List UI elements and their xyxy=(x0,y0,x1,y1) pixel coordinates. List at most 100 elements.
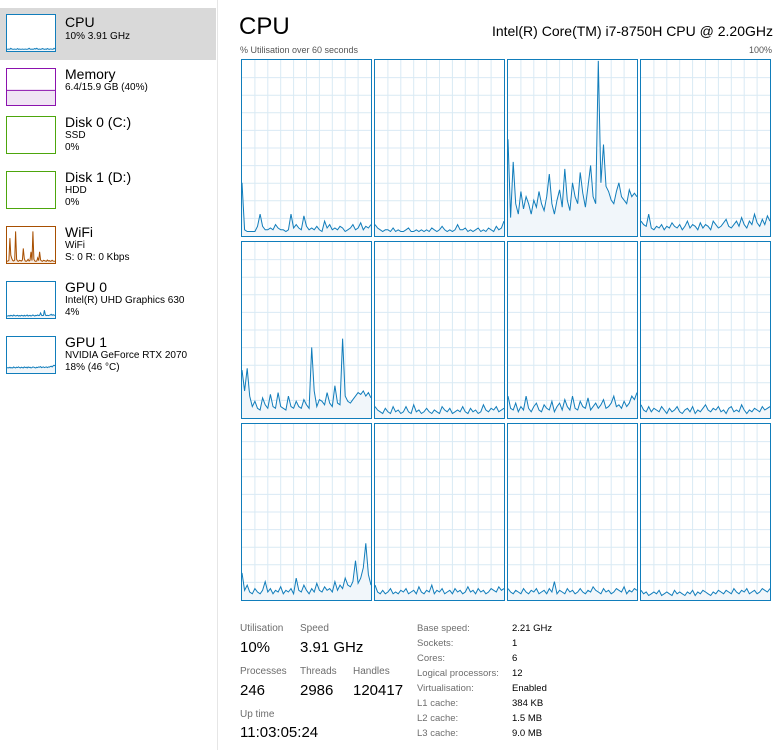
graph-line xyxy=(375,583,504,595)
sidebar-item-subtitle: NVIDIA GeForce RTX 2070 xyxy=(65,350,188,361)
graph-area xyxy=(508,61,637,236)
graph-line xyxy=(7,310,55,317)
handles-value: 120417 xyxy=(353,682,404,699)
logical-processor-graph[interactable] xyxy=(374,59,505,237)
detail-value: 1 xyxy=(512,638,518,649)
sidebar-item-memory[interactable]: Memory 6.4/15.9 GB (40%) xyxy=(0,62,216,114)
sidebar-item-subtitle: SSD xyxy=(65,130,86,141)
graph-line xyxy=(375,220,504,233)
threads-label: Threads xyxy=(300,666,337,677)
sidebar-item-subtitle: S: 0 R: 0 Kbps xyxy=(65,252,130,263)
logical-processor-graph[interactable] xyxy=(374,241,505,419)
page-title: CPU xyxy=(239,13,290,40)
sidebar-item-subtitle: HDD xyxy=(65,185,87,196)
detail-label: Base speed: xyxy=(417,623,470,634)
graph-line xyxy=(242,182,371,233)
graph-line xyxy=(375,403,504,415)
uptime-label: Up time xyxy=(240,709,275,720)
logical-processor-graph[interactable] xyxy=(640,423,771,601)
sidebar-item-gpu-0[interactable]: GPU 0 Intel(R) UHD Graphics 630 4% xyxy=(0,275,216,327)
disk-0-thumbnail-graph xyxy=(6,116,56,154)
graph-area xyxy=(508,392,637,418)
sidebar-item-title: WiFi xyxy=(65,224,93,240)
detail-value: 2.21 GHz xyxy=(512,623,553,634)
graph-area xyxy=(242,338,371,418)
graph-area xyxy=(641,404,770,418)
cpu-performance-panel: CPU Intel(R) Core(TM) i7-8750H CPU @ 2.2… xyxy=(218,0,779,750)
detail-value: 384 KB xyxy=(512,698,544,709)
graph-area xyxy=(375,404,504,418)
detail-value: Enabled xyxy=(512,683,547,694)
sidebar-item-disk-0[interactable]: Disk 0 (C:) SSD 0% xyxy=(0,110,216,162)
utilisation-label: Utilisation xyxy=(240,623,284,634)
logical-processor-graph[interactable] xyxy=(507,241,638,419)
graph-caption: % Utilisation over 60 seconds xyxy=(240,45,359,55)
graph-area xyxy=(641,588,770,600)
graph-line xyxy=(508,581,637,595)
logical-processor-graph[interactable] xyxy=(640,241,771,419)
sidebar-item-subtitle: WiFi xyxy=(65,240,85,251)
disk-1-thumbnail-graph xyxy=(6,171,56,209)
logical-processor-graph[interactable] xyxy=(374,423,505,601)
detail-value: 6 xyxy=(512,653,518,664)
sidebar-item-title: Memory xyxy=(65,66,116,82)
sidebar-item-subtitle: Intel(R) UHD Graphics 630 xyxy=(65,295,185,306)
sidebar-item-subtitle: 0% xyxy=(65,142,80,153)
gpu-0-thumbnail-graph xyxy=(6,281,56,319)
sidebar-item-subtitle: 0% xyxy=(65,197,80,208)
wifi-thumbnail-graph xyxy=(6,226,56,264)
sidebar-item-cpu[interactable]: CPU 10% 3.91 GHz xyxy=(0,8,216,60)
graph-line xyxy=(7,364,55,369)
uptime-value: 11:03:05:24 xyxy=(240,724,319,741)
speed-label: Speed xyxy=(300,623,329,634)
graph-line xyxy=(7,47,55,50)
graph-line xyxy=(641,212,770,231)
logical-processor-graph[interactable] xyxy=(640,59,771,237)
logical-processor-graph[interactable] xyxy=(241,241,372,419)
gpu-1-thumbnail-graph xyxy=(6,336,56,374)
graph-line xyxy=(7,231,55,262)
logical-processor-graph[interactable] xyxy=(241,423,372,601)
sidebar-item-wifi[interactable]: WiFi WiFi S: 0 R: 0 Kbps xyxy=(0,220,216,272)
sidebar-item-subtitle: 6.4/15.9 GB (40%) xyxy=(65,82,148,93)
graph-line xyxy=(242,338,371,411)
threads-value: 2986 xyxy=(300,682,334,699)
sidebar-item-title: CPU xyxy=(65,14,95,30)
detail-label: Sockets: xyxy=(417,638,454,649)
cpu-model-name: Intel(R) Core(TM) i7-8750H CPU @ 2.20GHz xyxy=(491,23,773,39)
speed-value: 3.91 GHz xyxy=(300,639,364,656)
graph-area xyxy=(242,182,371,236)
logical-processor-graph[interactable] xyxy=(507,59,638,237)
processes-label: Processes xyxy=(240,666,287,677)
memory-thumbnail-graph xyxy=(6,68,56,106)
detail-label: Cores: xyxy=(417,653,445,664)
graph-line xyxy=(641,403,770,415)
graph-area xyxy=(7,365,55,373)
detail-label: Virtualisation: xyxy=(417,683,474,694)
detail-label: L1 cache: xyxy=(417,698,459,709)
logical-processor-graph[interactable] xyxy=(241,59,372,237)
graph-line xyxy=(508,60,637,218)
graph-area xyxy=(7,310,55,318)
utilisation-value: 10% xyxy=(240,639,271,656)
sidebar-item-subtitle: 10% 3.91 GHz xyxy=(65,31,131,42)
sidebar: CPU 10% 3.91 GHz Memory 6.4/15.9 GB (40%… xyxy=(0,0,218,750)
processes-value: 246 xyxy=(240,682,266,699)
cpu-thumbnail-graph xyxy=(6,14,56,52)
graph-line xyxy=(508,392,637,414)
graph-area xyxy=(242,543,371,600)
detail-label: Logical processors: xyxy=(417,668,499,679)
detail-value: 9.0 MB xyxy=(512,728,543,739)
graph-line xyxy=(641,587,770,597)
sidebar-item-gpu-1[interactable]: GPU 1 NVIDIA GeForce RTX 2070 18% (46 °C… xyxy=(0,330,216,382)
detail-value: 1.5 MB xyxy=(512,713,543,724)
graph-line xyxy=(242,543,371,596)
sidebar-item-title: Disk 1 (D:) xyxy=(65,169,132,185)
graph-area xyxy=(7,231,55,263)
detail-value: 12 xyxy=(512,668,523,679)
sidebar-item-title: Disk 0 (C:) xyxy=(65,114,132,130)
logical-processor-graph[interactable] xyxy=(507,423,638,601)
handles-label: Handles xyxy=(353,666,390,677)
sidebar-item-disk-1[interactable]: Disk 1 (D:) HDD 0% xyxy=(0,165,216,217)
sidebar-item-title: GPU 0 xyxy=(65,279,108,295)
